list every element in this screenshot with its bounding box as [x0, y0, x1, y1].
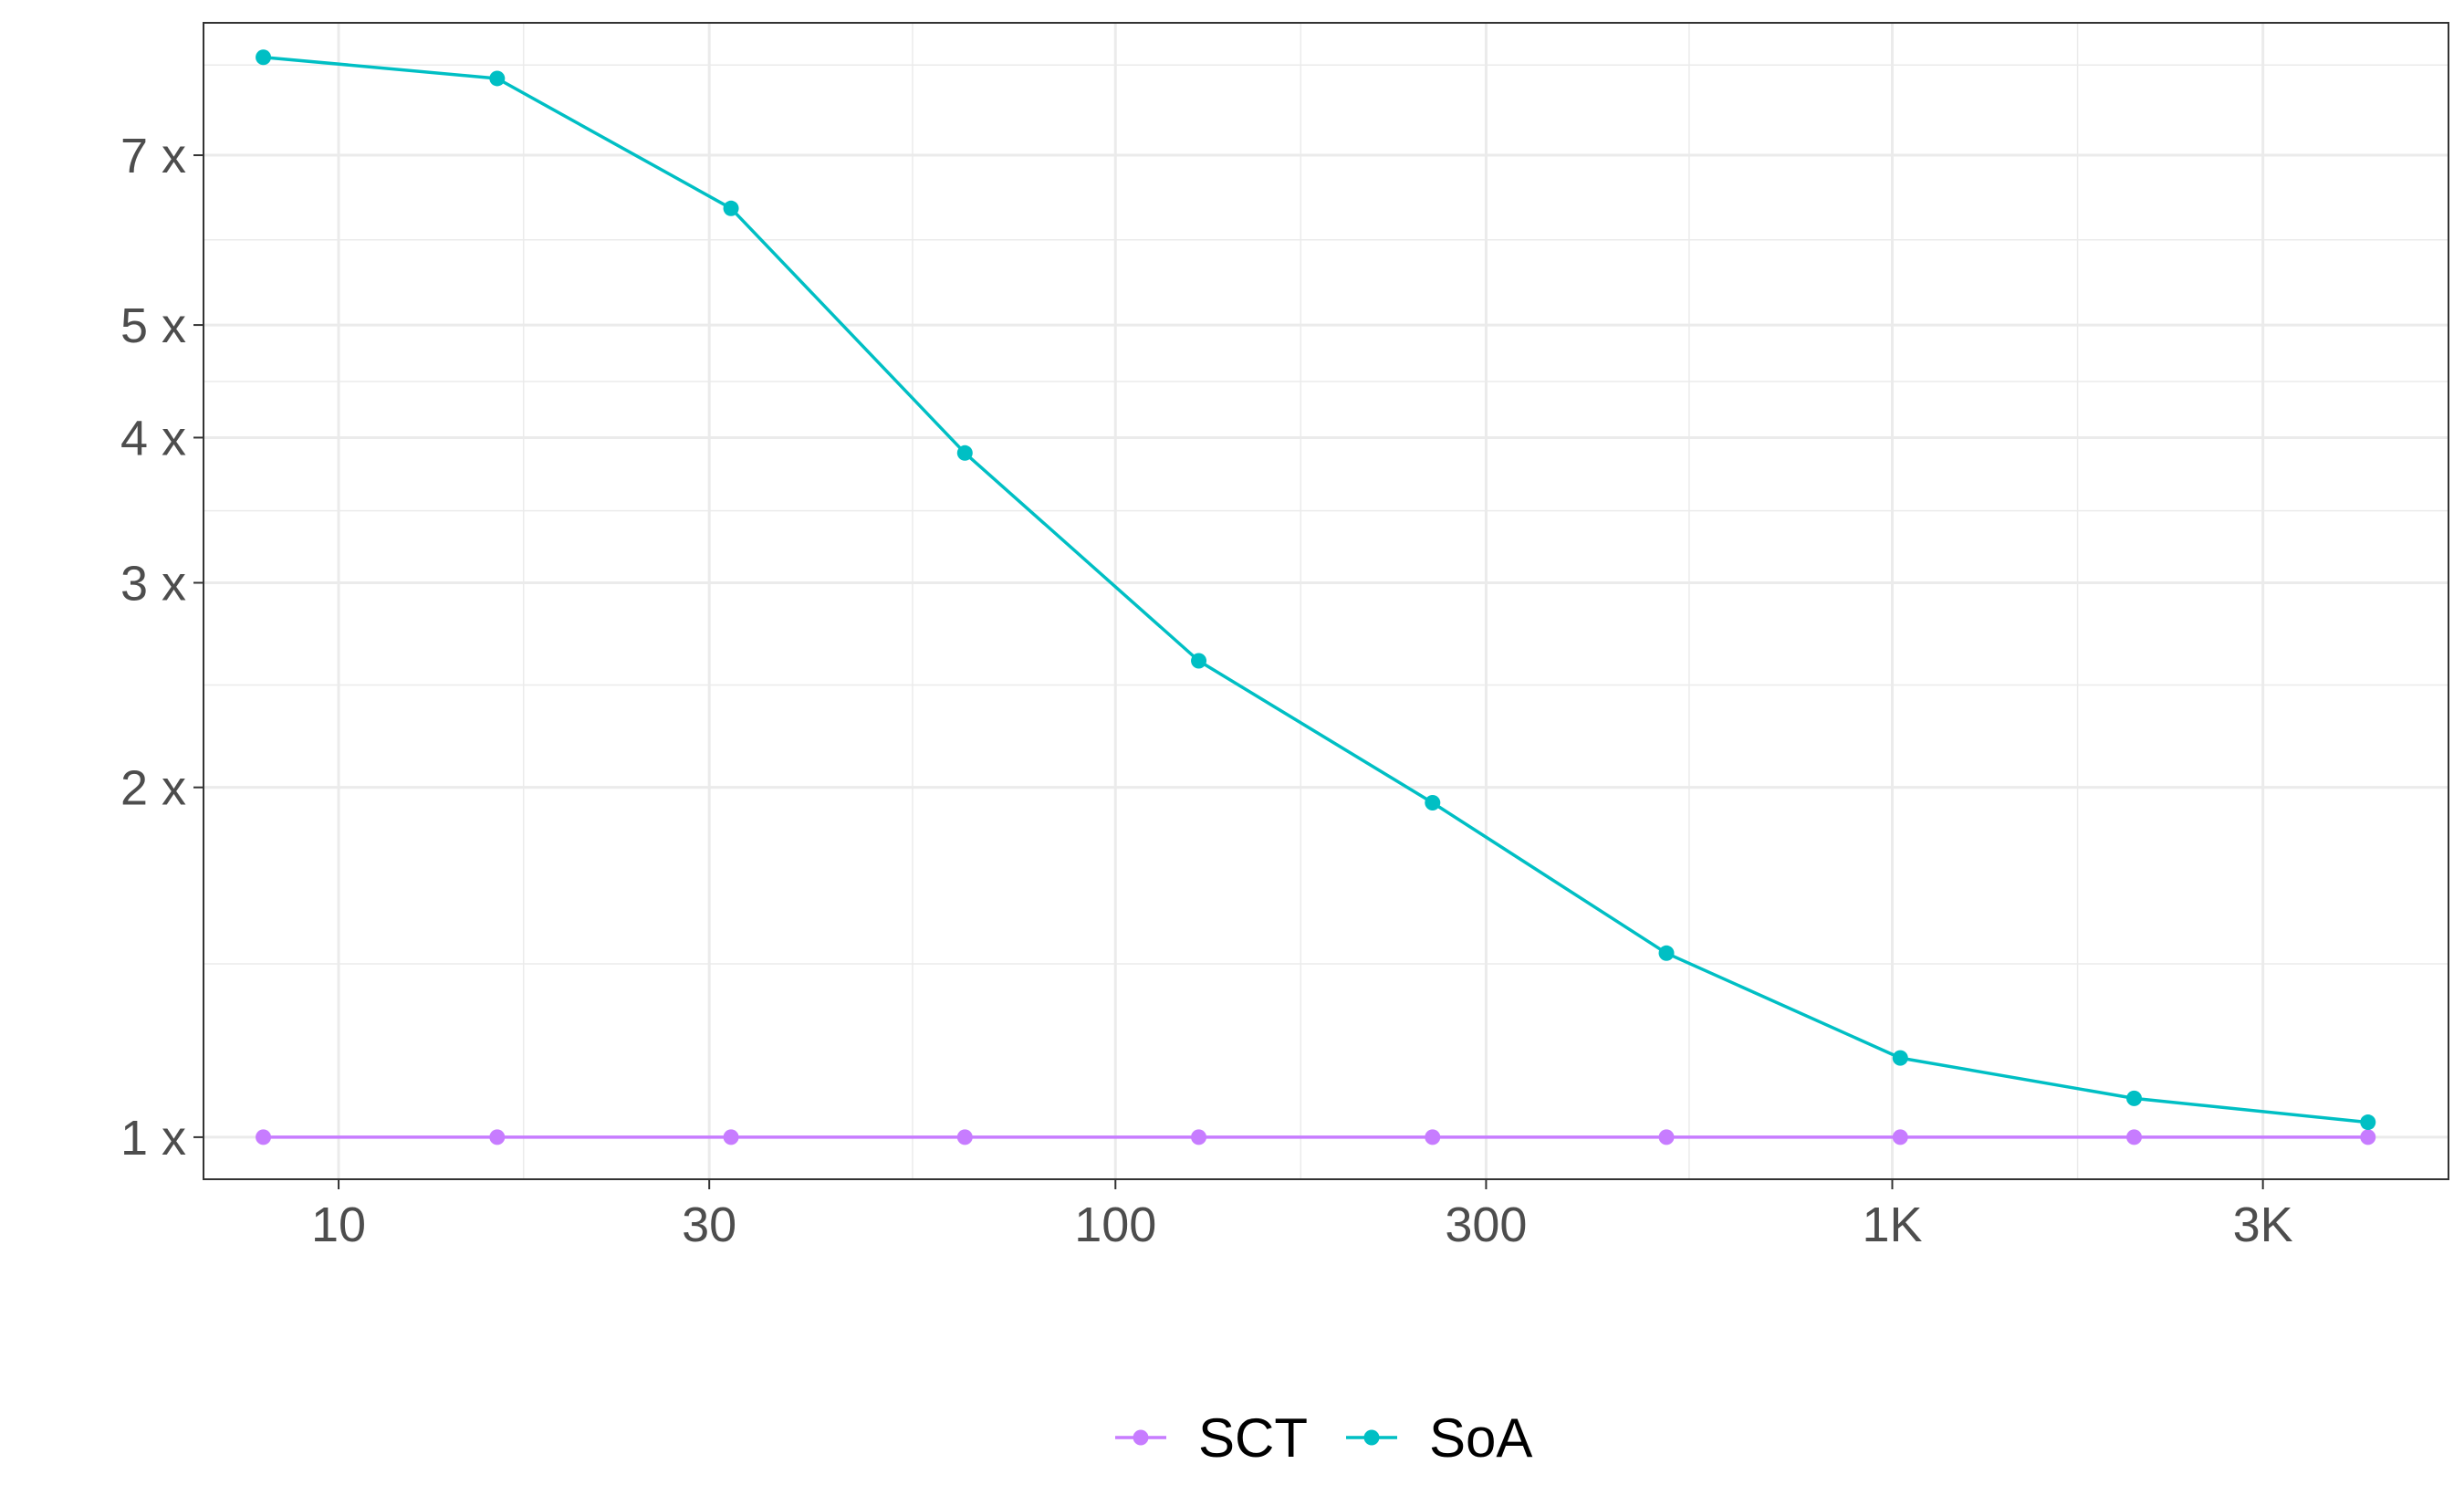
legend-label-soa: SoA: [1429, 1407, 1532, 1469]
series-layer: [256, 49, 2376, 1145]
data-point-sct: [2360, 1129, 2376, 1145]
data-point-soa: [1658, 945, 1675, 961]
data-point-sct: [1658, 1129, 1675, 1145]
data-point-soa: [2126, 1090, 2143, 1106]
data-point-sct: [1191, 1129, 1207, 1145]
x-tick-label: 1K: [1862, 1197, 1922, 1252]
data-point-sct: [489, 1129, 506, 1145]
legend-label-sct: SCT: [1198, 1407, 1308, 1469]
data-point-sct: [256, 1129, 272, 1145]
x-tick-label: 300: [1445, 1197, 1527, 1252]
data-point-sct: [1892, 1129, 1908, 1145]
axis-ticks: [193, 154, 2264, 1189]
y-tick-label: 5 x: [120, 298, 186, 353]
data-point-soa: [489, 70, 506, 87]
data-point-soa: [1892, 1050, 1908, 1066]
legend: SCT SoA: [1115, 1407, 1532, 1469]
data-point-soa: [256, 49, 272, 66]
data-point-soa: [1425, 795, 1441, 811]
data-point-sct: [1425, 1129, 1441, 1145]
data-point-sct: [2126, 1129, 2143, 1145]
x-tick-label: 10: [311, 1197, 366, 1252]
legend-key-point-sct: [1133, 1429, 1149, 1446]
series-line-soa: [263, 55, 2368, 1124]
data-point-soa: [956, 444, 973, 461]
plot-panel-border: [203, 22, 2449, 1180]
y-axis-tick-labels: 1 x 2 x 3 x 4 x 5 x 7 x: [120, 129, 186, 1166]
x-tick-label: 100: [1074, 1197, 1156, 1252]
y-tick-label: 4 x: [120, 411, 186, 465]
x-tick-label: 3K: [2233, 1197, 2293, 1252]
x-axis-tick-labels: 10 30 100 300 1K 3K: [311, 1197, 2293, 1252]
y-tick-label: 3 x: [120, 557, 186, 612]
legend-key-point-soa: [1363, 1429, 1380, 1446]
x-tick-label: 30: [682, 1197, 736, 1252]
y-tick-label: 2 x: [120, 761, 186, 816]
data-point-soa: [1191, 653, 1207, 669]
data-point-sct: [956, 1129, 973, 1145]
data-point-soa: [723, 200, 739, 216]
data-point-soa: [2360, 1114, 2376, 1131]
y-tick-label: 7 x: [120, 129, 186, 183]
y-tick-label: 1 x: [120, 1111, 186, 1166]
minor-gridlines: [204, 23, 2448, 1179]
data-point-sct: [723, 1129, 739, 1145]
